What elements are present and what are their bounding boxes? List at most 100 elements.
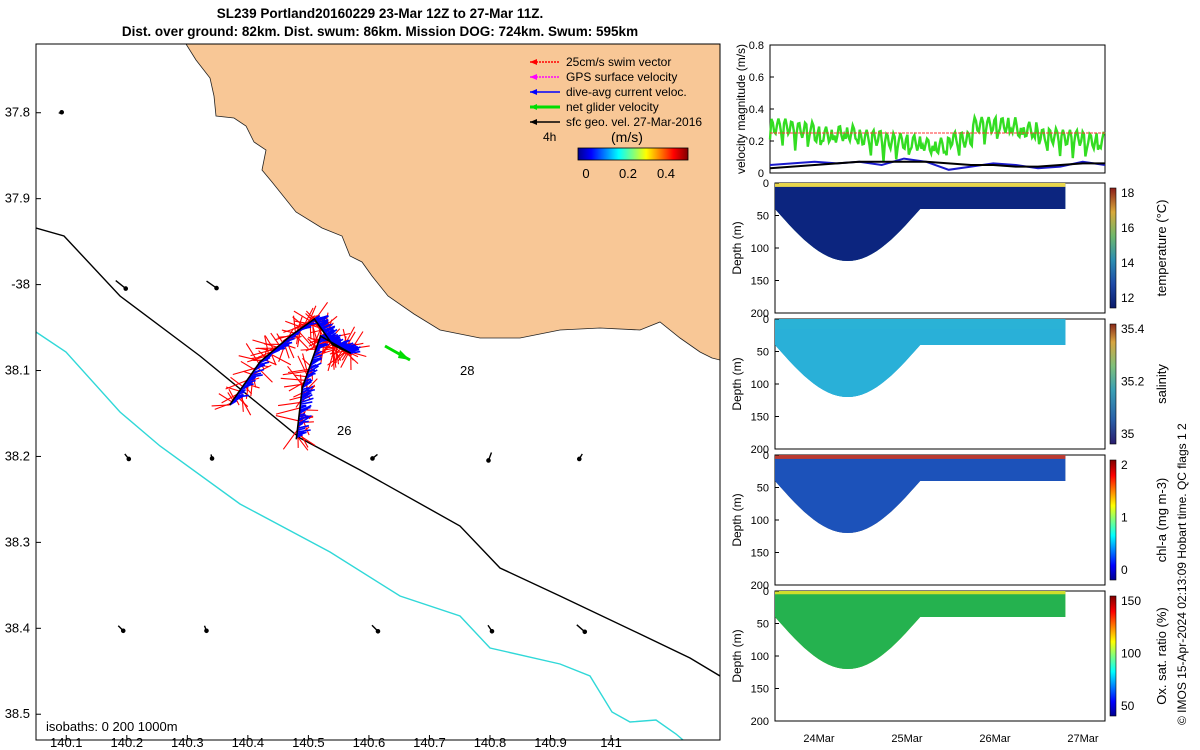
swim-vector <box>296 435 309 451</box>
velocity-y-axis: 0 0.2 0.4 0.6 0.8 <box>749 40 774 180</box>
current-vector <box>307 365 319 374</box>
current-vector <box>347 348 360 353</box>
current-vector <box>317 318 326 325</box>
isobath-1000m <box>36 331 685 740</box>
map-y-tick-label: -38 <box>11 277 30 292</box>
legend-label-2: dive-avg current veloc. <box>566 85 687 99</box>
current-vector <box>256 364 265 368</box>
map-x-tick-label: 140.6 <box>353 735 386 750</box>
velocity-y-tick-label: 0.8 <box>749 40 764 52</box>
current-vector <box>278 344 289 348</box>
velocity-series-1 <box>769 157 1106 171</box>
map-y-tick-label: 38.4 <box>5 620 30 635</box>
swim-vector <box>218 393 233 403</box>
profile-colorbar-label: Ox. sat. ratio (%) <box>1154 607 1169 705</box>
current-vector <box>242 383 254 388</box>
colorbar-tick-label: 2 <box>1121 458 1128 472</box>
time-axis: 24Mar 25Mar 26Mar 27Mar <box>803 733 1099 745</box>
profile-fill-2 <box>775 455 1065 533</box>
swim-vector <box>247 354 268 363</box>
swim-vector <box>281 329 295 334</box>
geo-arrow-head <box>576 456 582 462</box>
swim-vector <box>225 379 248 390</box>
legend-label-3: net glider velocity <box>566 100 659 114</box>
current-vector <box>314 343 327 352</box>
swim-vector <box>312 326 316 351</box>
profile-surface-layer <box>775 183 1066 187</box>
current-vector <box>296 433 303 439</box>
profile-colorbar <box>1109 595 1117 717</box>
geo-arrow-head <box>489 628 495 634</box>
swim-vector <box>240 360 255 371</box>
map-y-tick-label: 38.5 <box>5 706 30 721</box>
velocity-y-tick-label: 0.4 <box>749 104 764 116</box>
current-vector <box>322 325 336 332</box>
current-vector <box>234 394 249 399</box>
swim-vector <box>227 392 234 401</box>
current-vector <box>296 431 307 437</box>
net-velocity-arrowhead <box>398 350 410 360</box>
current-vector <box>236 393 244 397</box>
colorbar-tick-label: 100 <box>1121 647 1141 661</box>
depth-tick-label: 200 <box>751 580 769 592</box>
map-x-tick-label: 140.4 <box>232 735 265 750</box>
colorbar-tick-label: 50 <box>1121 699 1135 713</box>
swim-vector <box>297 355 308 376</box>
profile-ylabel: Depth (m) <box>730 493 744 546</box>
depth-tick-label: 100 <box>751 651 769 663</box>
profile-surface-layer <box>775 319 1066 329</box>
current-vector <box>317 336 329 345</box>
glider-track <box>229 317 352 440</box>
swim-vector <box>296 316 303 332</box>
current-vector <box>245 377 256 383</box>
swim-vector <box>282 429 298 450</box>
profile-ylabel: Depth (m) <box>730 629 744 682</box>
current-vector <box>319 321 329 328</box>
map-x-tick-label: 140.8 <box>474 735 507 750</box>
colorbar-tick-0.4: 0.4 <box>657 166 675 181</box>
current-vector <box>300 397 314 404</box>
geo-arrow-head <box>486 458 491 463</box>
interval-label: 4h <box>543 130 556 144</box>
current-vector <box>257 361 270 366</box>
geo-arrow-head <box>209 456 215 461</box>
swim-vector <box>297 328 302 348</box>
colorbar-tick-label: 35.2 <box>1121 375 1145 389</box>
depth-tick-label: 150 <box>751 412 769 424</box>
swim-vector <box>228 388 235 400</box>
geo-arrow-head <box>370 456 375 461</box>
current-vector <box>340 344 354 349</box>
current-vector <box>335 342 345 346</box>
profile-ylabel: Depth (m) <box>730 357 744 410</box>
current-vector <box>250 372 262 377</box>
swim-vector <box>287 365 304 387</box>
map-y-tick-label: 37.8 <box>5 105 30 120</box>
colorbar-tick-label: 35.4 <box>1121 322 1145 336</box>
depth-tick-label: 100 <box>751 379 769 391</box>
chart-title-line-2: Dist. over ground: 82km. Dist. swum: 86k… <box>121 24 639 39</box>
map-x-axis: 140.1 140.2 140.3 140.4 140.5 140.6 140.7 140.8… <box>50 735 622 750</box>
colorbar-tick-label: 35 <box>1121 427 1135 441</box>
swim-vector <box>293 333 309 350</box>
velocity-y-tick-label: 0 <box>758 168 764 180</box>
swim-vector <box>289 396 302 401</box>
legend-label-1: GPS surface velocity <box>566 70 677 84</box>
current-vector <box>300 404 307 407</box>
map-x-tick-label: 140.1 <box>50 735 83 750</box>
swim-vector <box>293 392 302 398</box>
colorbar-title: (m/s) <box>611 129 643 145</box>
legend-arrowhead-1 <box>530 74 537 80</box>
velocity-y-tick-label: 0.6 <box>749 72 764 84</box>
credit-text: © IMOS 15-Apr-2024 02:13:09 Hobart time.… <box>1175 423 1189 725</box>
swim-vector <box>214 402 231 410</box>
geo-arrow-head <box>375 628 381 634</box>
swim-vector <box>283 324 306 333</box>
swim-vector <box>243 370 252 375</box>
swim-vector <box>293 310 312 322</box>
colorbar-tick-label: 0 <box>1121 563 1128 577</box>
time-tick-label: 24Mar <box>803 733 835 745</box>
day-label-26: 26 <box>337 423 351 438</box>
depth-tick-label: 150 <box>751 684 769 696</box>
swim-vector <box>282 370 309 376</box>
